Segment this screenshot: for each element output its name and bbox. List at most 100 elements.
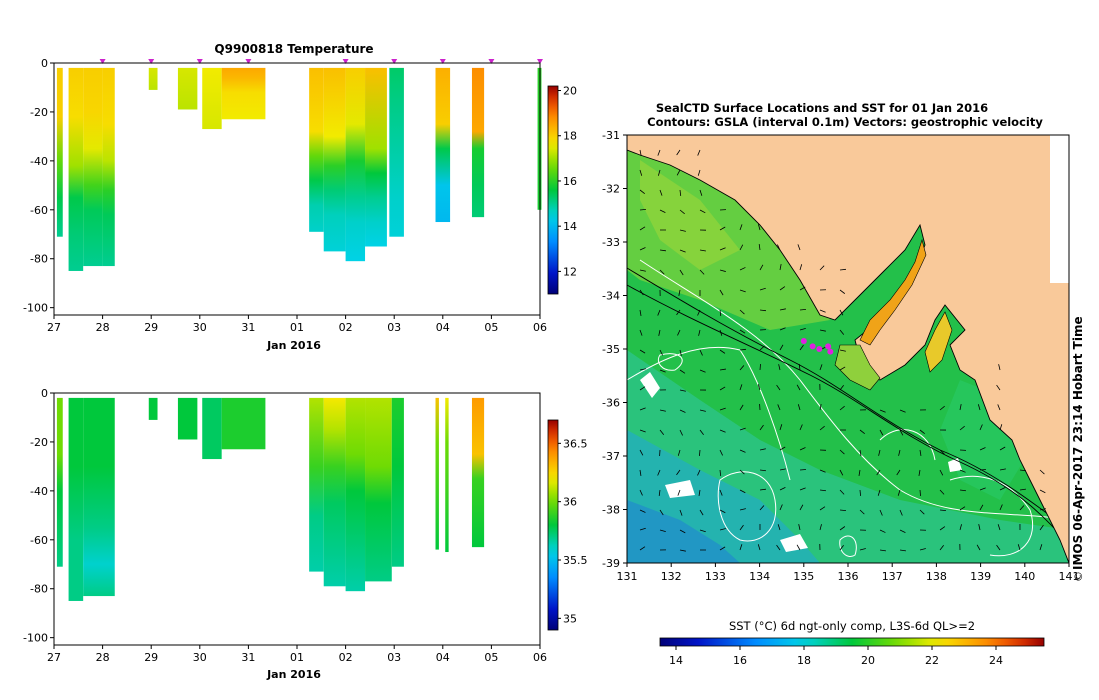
velocity-vector	[796, 544, 801, 551]
velocity-vector	[759, 488, 766, 491]
cloud-patch	[640, 372, 660, 398]
velocity-vector	[799, 469, 807, 471]
velocity-vector	[979, 447, 986, 451]
velocity-vector	[759, 345, 765, 351]
colorbar-tick-label: 14	[563, 220, 577, 233]
y-tick-label: -100	[23, 302, 48, 315]
velocity-vector	[779, 487, 786, 491]
y-tick-label: -40	[30, 155, 48, 168]
map-x-tick-label: 136	[838, 570, 859, 583]
colorbar-tick-label: 36	[563, 496, 577, 509]
velocity-vector	[879, 549, 886, 552]
velocity-vector	[799, 504, 804, 511]
spencer-gulf	[859, 238, 927, 346]
velocity-vector	[659, 189, 663, 196]
gulf-st-vincent	[924, 311, 953, 373]
velocity-vector	[776, 384, 781, 391]
velocity-vector	[1039, 544, 1043, 551]
velocity-vector	[679, 409, 686, 413]
velocity-vector	[698, 329, 701, 336]
velocity-vector	[639, 429, 646, 433]
velocity-vector	[679, 189, 682, 197]
velocity-vector	[859, 509, 865, 515]
profile-marker	[391, 59, 398, 64]
velocity-vector	[659, 409, 666, 412]
temperature-profiles	[56, 67, 542, 271]
velocity-vector	[939, 545, 944, 551]
map-x-tick-label: 138	[926, 570, 947, 583]
y-tick-label: -60	[30, 534, 48, 547]
velocity-vector	[719, 289, 724, 296]
profile-column	[323, 397, 346, 587]
velocity-vector	[757, 384, 761, 391]
velocity-vector	[739, 469, 745, 475]
velocity-vector	[777, 404, 781, 411]
velocity-vector	[719, 449, 723, 456]
salinity-panel: 0 -20 -40 -60 -80 -100 27 28 29 30 31 01 02 03 04 05 06…	[23, 387, 587, 681]
velocity-vector	[679, 549, 686, 552]
profile-marker	[148, 59, 155, 64]
profile-column	[177, 397, 198, 440]
velocity-vector	[919, 548, 926, 551]
profile-column	[309, 397, 324, 572]
velocity-vector	[839, 405, 845, 411]
velocity-vector	[819, 265, 825, 271]
velocity-vector	[939, 509, 947, 512]
map-y-axis: -31 -32 -33 -34 -35 -36 -37 -38 -39	[602, 129, 627, 570]
velocity-vector	[979, 504, 984, 511]
profile-column	[365, 67, 387, 247]
velocity-vector	[898, 449, 901, 456]
velocity-vector	[639, 269, 646, 272]
velocity-vector	[719, 509, 726, 514]
velocity-vector	[657, 469, 661, 476]
velocity-vector	[859, 449, 862, 456]
velocity-vector	[799, 286, 806, 291]
velocity-vector	[758, 224, 761, 231]
velocity-vector	[959, 404, 962, 411]
profile-column	[445, 397, 449, 553]
x-tick-label: 03	[387, 321, 401, 334]
colorbar-tick-label: 20	[563, 85, 577, 98]
velocity-vector	[659, 369, 666, 373]
velocity-vector	[699, 249, 706, 252]
velocity-vector	[739, 329, 746, 334]
velocity-vector	[879, 429, 884, 436]
map-x-tick-label: 131	[617, 570, 638, 583]
velocity-vector	[639, 489, 643, 496]
map-colorbar-ticks: 14 16 18 20 22 24	[669, 646, 1003, 667]
velocity-vector	[798, 363, 801, 371]
velocity-vector	[719, 368, 726, 371]
y-tick-label: -60	[30, 204, 48, 217]
profile-column	[389, 67, 404, 237]
map-colorbar-label: SST (°C) 6d ngt-only comp, L3S-6d QL>=2	[729, 619, 975, 633]
velocity-vector	[639, 149, 642, 156]
velocity-vector	[639, 386, 646, 391]
velocity-vector	[676, 469, 681, 476]
velocity-vector	[739, 449, 746, 453]
land-mass	[627, 135, 1069, 563]
velocity-vector	[679, 429, 683, 436]
profile-column	[309, 67, 324, 232]
seal-location-dot	[825, 343, 832, 350]
velocity-vector	[899, 549, 906, 552]
velocity-vector	[779, 264, 782, 271]
kangaroo-island-region	[834, 344, 881, 391]
velocity-vector	[999, 446, 1006, 451]
velocity-vector	[839, 329, 845, 335]
velocity-vector	[679, 529, 686, 534]
velocity-vector	[1039, 469, 1045, 475]
velocity-vector	[919, 429, 925, 435]
profile-marker	[537, 59, 543, 64]
gsla-contour	[949, 475, 1034, 557]
geostrophic-vectors	[639, 149, 1046, 552]
velocity-vector	[999, 468, 1006, 471]
velocity-vector	[819, 506, 826, 511]
x-tick-label: 02	[339, 321, 353, 334]
velocity-vector	[899, 429, 904, 436]
velocity-vector	[899, 529, 906, 533]
profile-column	[221, 397, 266, 450]
velocity-vector	[1039, 508, 1046, 511]
velocity-vector	[679, 389, 686, 392]
map-colorbar-tick-label: 20	[861, 654, 875, 667]
map-colorbar-tick-label: 16	[733, 654, 747, 667]
